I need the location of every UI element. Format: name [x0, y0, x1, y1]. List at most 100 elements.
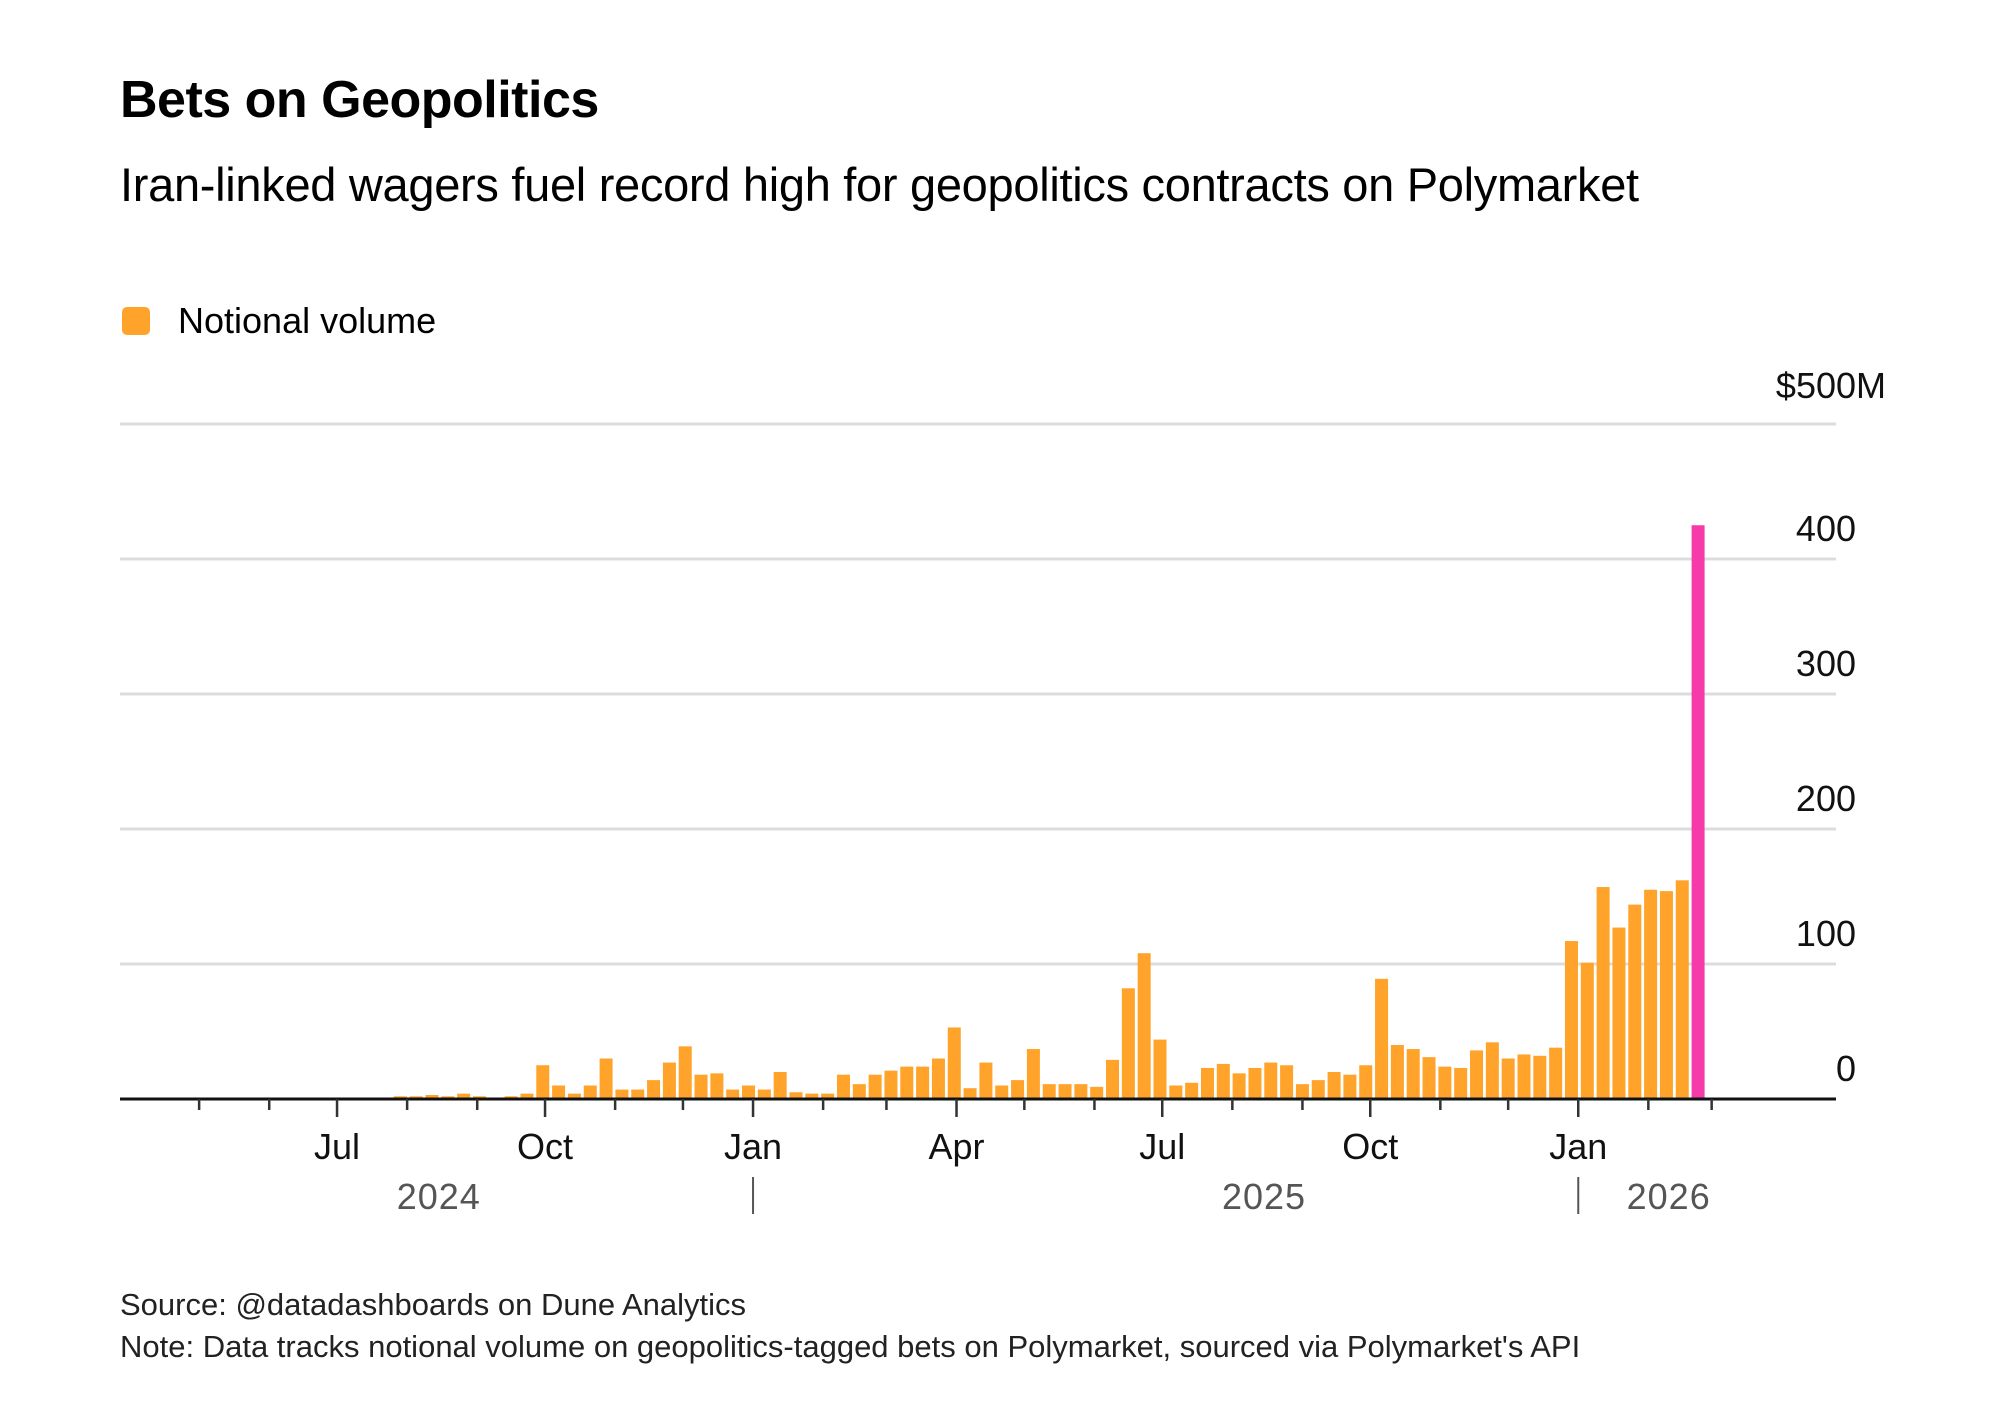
bar — [773, 1072, 787, 1099]
bar — [789, 1092, 803, 1099]
bar — [1042, 1084, 1056, 1099]
bar — [1454, 1067, 1468, 1099]
footer: Source: @datadashboards on Dune Analytic… — [120, 1284, 1580, 1368]
bar — [868, 1074, 882, 1099]
bar — [662, 1062, 676, 1099]
legend-swatch — [122, 307, 150, 335]
source-text: Source: @datadashboards on Dune Analytic… — [120, 1287, 747, 1322]
bar — [1612, 927, 1626, 1099]
bars — [393, 525, 1705, 1099]
bar — [1596, 887, 1610, 1099]
bar — [1549, 1047, 1563, 1099]
bar — [1501, 1058, 1515, 1099]
bar — [1470, 1050, 1484, 1099]
bar — [1295, 1084, 1309, 1099]
bar — [1106, 1059, 1120, 1099]
x-tick-label: Oct — [517, 1126, 573, 1167]
bar — [947, 1027, 961, 1099]
legend: Notional volume — [122, 300, 436, 342]
y-tick-label: $500M — [1776, 365, 1886, 406]
bar — [1438, 1066, 1452, 1099]
x-tick-label: Jan — [1549, 1126, 1607, 1167]
bar — [1026, 1049, 1040, 1099]
bar — [1200, 1067, 1214, 1099]
y-tick-label: 300 — [1796, 643, 1856, 684]
bar — [1659, 891, 1673, 1099]
bar — [884, 1070, 898, 1099]
bar — [520, 1093, 534, 1099]
year-label: 2024 — [397, 1176, 481, 1217]
bar — [1675, 880, 1689, 1099]
x-tick-label: Jan — [724, 1126, 782, 1167]
bar — [742, 1085, 756, 1099]
bar — [1153, 1039, 1167, 1099]
bar — [805, 1093, 819, 1099]
bar — [900, 1066, 914, 1099]
bar — [678, 1046, 692, 1099]
bar — [1422, 1057, 1436, 1099]
bar — [1311, 1080, 1325, 1099]
bar — [1564, 941, 1578, 1099]
bar — [552, 1085, 566, 1099]
bar — [852, 1084, 866, 1099]
bar — [1216, 1063, 1230, 1099]
bar — [599, 1058, 613, 1099]
bar — [1090, 1086, 1104, 1099]
year-label: 2026 — [1627, 1176, 1711, 1217]
bar — [1280, 1065, 1294, 1099]
x-tick-label: Apr — [929, 1126, 985, 1167]
bar — [631, 1089, 645, 1099]
bar — [1406, 1049, 1420, 1099]
legend-label: Notional volume — [178, 300, 437, 341]
bar — [1058, 1084, 1072, 1099]
y-tick-label: 400 — [1796, 508, 1856, 549]
bar — [710, 1073, 724, 1099]
bar — [1533, 1055, 1547, 1099]
bar — [694, 1074, 708, 1099]
bar — [1327, 1072, 1341, 1099]
x-tick-label: Jul — [314, 1126, 360, 1167]
year-label: 2025 — [1222, 1176, 1306, 1217]
bar — [1359, 1065, 1373, 1099]
bar — [1121, 988, 1135, 1099]
bar — [836, 1074, 850, 1099]
y-tick-label: 200 — [1796, 778, 1856, 819]
bar — [916, 1066, 930, 1099]
x-tick-label: Oct — [1342, 1126, 1398, 1167]
bar — [979, 1062, 993, 1099]
bar — [1074, 1084, 1088, 1099]
y-axis: 0 100 200 300 400 $500M — [1776, 365, 1886, 1089]
bar — [1185, 1082, 1199, 1099]
bar — [536, 1065, 550, 1099]
bar — [963, 1088, 977, 1099]
bar — [1264, 1062, 1278, 1099]
note-text: Note: Data tracks notional volume on geo… — [120, 1329, 1581, 1364]
bar — [757, 1089, 771, 1099]
bar — [1375, 978, 1389, 1099]
bar — [425, 1094, 439, 1099]
bar — [1390, 1045, 1404, 1099]
bar — [1580, 962, 1594, 1099]
bar — [457, 1093, 471, 1099]
bar — [1517, 1054, 1531, 1099]
x-axis: Jul Oct Jan Apr Jul Oct Jan 2024 2025 2026 — [120, 1097, 1836, 1217]
bar — [1644, 889, 1658, 1099]
x-tick-label: Jul — [1139, 1126, 1185, 1167]
bar — [821, 1093, 835, 1099]
bar — [931, 1058, 945, 1099]
bar — [567, 1093, 581, 1099]
chart-title: Bets on Geopolitics — [120, 71, 599, 129]
bar — [1137, 953, 1151, 1099]
chart-subtitle: Iran-linked wagers fuel record high for … — [120, 158, 1639, 211]
y-tick-label: 0 — [1836, 1048, 1856, 1089]
bar — [1232, 1073, 1246, 1099]
bar — [1485, 1042, 1499, 1099]
bar — [583, 1085, 597, 1099]
bar — [1011, 1080, 1025, 1099]
bar — [726, 1089, 740, 1099]
bar — [1628, 904, 1642, 1099]
bar — [1248, 1067, 1262, 1099]
bar — [1169, 1085, 1183, 1099]
y-tick-label: 100 — [1796, 913, 1856, 954]
